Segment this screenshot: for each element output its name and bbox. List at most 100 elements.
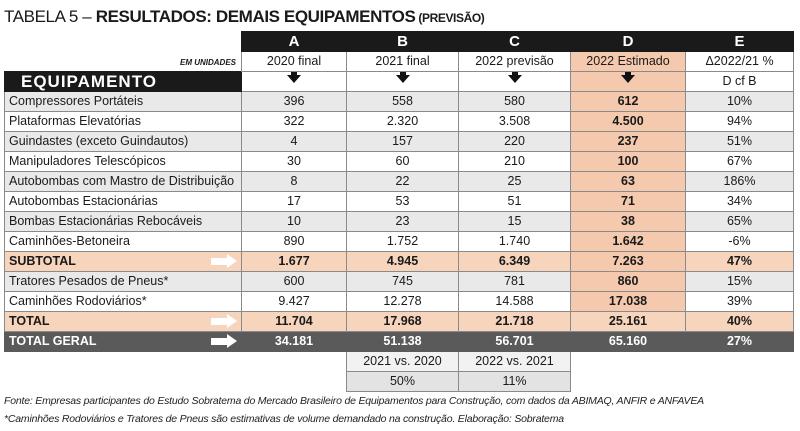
- table-row: Guindastes (exceto Guindautos) 4 157 220…: [4, 131, 794, 152]
- col-label-e: Δ2022/21 %: [685, 51, 794, 72]
- table-row: Caminhões Rodoviários* 9.427 12.278 14.5…: [4, 291, 794, 312]
- cell-b: 157: [346, 131, 459, 152]
- cell-e: 65%: [685, 211, 794, 232]
- col-label-b: 2021 final: [346, 51, 459, 72]
- cell-b: 558: [346, 91, 459, 112]
- cell-b: 23: [346, 211, 459, 232]
- total-geral-b: 51.138: [346, 331, 459, 352]
- col-letter-c: C: [458, 31, 571, 52]
- cell-c: 25: [458, 171, 571, 192]
- subtotal-row: SUBTOTAL 1.677 4.945 6.349 7.263 47%: [4, 251, 794, 272]
- total-geral-c: 56.701: [458, 331, 571, 352]
- total-geral-e: 27%: [685, 331, 794, 352]
- cell-e: 39%: [685, 291, 794, 312]
- cell-d: 17.038: [570, 291, 686, 312]
- down-arrow-icon: [395, 72, 410, 83]
- right-arrow-icon: [211, 254, 237, 268]
- down-arrow-icon: [507, 72, 522, 83]
- table-row: Manipuladores Telescópicos 30 60 210 100…: [4, 151, 794, 172]
- cell-e: 94%: [685, 111, 794, 132]
- col-letter-a: A: [241, 31, 347, 52]
- col-d-arrow: [570, 71, 686, 92]
- subtotal-label: SUBTOTAL: [4, 251, 242, 272]
- cell-a: 4: [241, 131, 347, 152]
- cell-a: 600: [241, 271, 347, 292]
- cell-d: 237: [570, 131, 686, 152]
- table-row: Autobombas Estacionárias 17 53 51 71 34%: [4, 191, 794, 212]
- right-arrow-icon: [211, 334, 237, 348]
- comparison-value-row: 50% 11%: [4, 371, 794, 392]
- cell-b: 1.752: [346, 231, 459, 252]
- cell-d: 860: [570, 271, 686, 292]
- cell-d: 1.642: [570, 231, 686, 252]
- cell-d: 71: [570, 191, 686, 212]
- cell-c: 14.588: [458, 291, 571, 312]
- equipment-header: EQUIPAMENTO: [4, 71, 242, 92]
- cell-e: 10%: [685, 91, 794, 112]
- subtotal-c: 6.349: [458, 251, 571, 272]
- col-letter-b: B: [346, 31, 459, 52]
- col-b-arrow: [346, 71, 459, 92]
- cell-c: 51: [458, 191, 571, 212]
- total-geral-row: TOTAL GERAL 34.181 51.138 56.701 65.160 …: [4, 331, 794, 352]
- blank-cell: [4, 31, 242, 52]
- cell-e: 67%: [685, 151, 794, 172]
- cell-d: 100: [570, 151, 686, 172]
- cell-b: 12.278: [346, 291, 459, 312]
- total-geral-text: TOTAL GERAL: [9, 334, 97, 348]
- equipment-header-row: EQUIPAMENTO D cf B: [4, 71, 794, 92]
- cell-d: 63: [570, 171, 686, 192]
- col-a-arrow: [241, 71, 347, 92]
- cell-d: 4.500: [570, 111, 686, 132]
- cell-a: 890: [241, 231, 347, 252]
- row-label: Autobombas com Mastro de Distribuição: [4, 171, 242, 192]
- total-geral-a: 34.181: [241, 331, 347, 352]
- cell-a: 30: [241, 151, 347, 172]
- table-row: Compressores Portáteis 396 558 580 612 1…: [4, 91, 794, 112]
- total-row: TOTAL 11.704 17.968 21.718 25.161 40%: [4, 311, 794, 332]
- total-label: TOTAL: [4, 311, 242, 332]
- subtotal-text: SUBTOTAL: [9, 254, 76, 268]
- cell-b: 60: [346, 151, 459, 172]
- subtotal-b: 4.945: [346, 251, 459, 272]
- cell-c: 210: [458, 151, 571, 172]
- title-main: RESULTADOS: DEMAIS EQUIPAMENTOS: [95, 7, 416, 26]
- cell-e: 34%: [685, 191, 794, 212]
- row-label: Plataformas Elevatórias: [4, 111, 242, 132]
- column-labels-row: EM UNIDADES 2020 final 2021 final 2022 p…: [5, 51, 794, 72]
- table-row: Plataformas Elevatórias 322 2.320 3.508 …: [4, 111, 794, 132]
- cell-b: 745: [346, 271, 459, 292]
- total-geral-d: 65.160: [570, 331, 686, 352]
- units-label: EM UNIDADES: [179, 58, 236, 67]
- cell-e: 51%: [685, 131, 794, 152]
- cell-c: 781: [458, 271, 571, 292]
- row-label: Guindastes (exceto Guindautos): [4, 131, 242, 152]
- comparison-b-label: 2021 vs. 2020: [346, 351, 459, 372]
- total-e: 40%: [685, 311, 794, 332]
- right-arrow-icon: [211, 314, 237, 328]
- cell-c: 220: [458, 131, 571, 152]
- table-row: Autobombas com Mastro de Distribuição 8 …: [4, 171, 794, 192]
- total-b: 17.968: [346, 311, 459, 332]
- cell-e: -6%: [685, 231, 794, 252]
- total-c: 21.718: [458, 311, 571, 332]
- table-row: Bombas Estacionárias Rebocáveis 10 23 15…: [4, 211, 794, 232]
- source-note: Fonte: Empresas participantes do Estudo …: [4, 395, 704, 407]
- down-arrow-icon: [287, 72, 301, 83]
- footnote: *Caminhões Rodoviários e Tratores de Pne…: [4, 413, 564, 425]
- table-row: Caminhões-Betoneira 890 1.752 1.740 1.64…: [4, 231, 794, 252]
- cell-b: 2.320: [346, 111, 459, 132]
- cell-e: 15%: [685, 271, 794, 292]
- row-label: Tratores Pesados de Pneus*: [4, 271, 242, 292]
- col-label-a: 2020 final: [241, 51, 347, 72]
- row-label: Manipuladores Telescópicos: [4, 151, 242, 172]
- title-sub: (PREVISÃO): [415, 11, 485, 25]
- cell-a: 9.427: [241, 291, 347, 312]
- cell-a: 8: [241, 171, 347, 192]
- cell-c: 580: [458, 91, 571, 112]
- col-letter-d: D: [570, 31, 686, 52]
- cell-c: 3.508: [458, 111, 571, 132]
- results-table: A B C D E EM UNIDADES 2020 final 2021 fi…: [4, 31, 794, 392]
- total-geral-label: TOTAL GERAL: [4, 331, 242, 352]
- comparison-label-row: 2021 vs. 2020 2022 vs. 2021: [4, 351, 794, 372]
